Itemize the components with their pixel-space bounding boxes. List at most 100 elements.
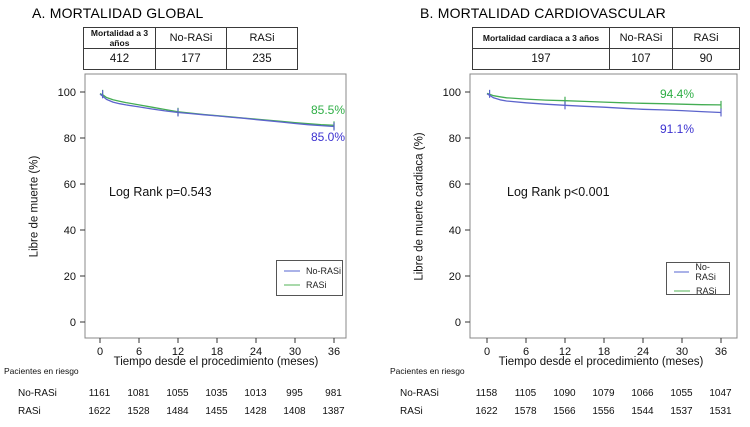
km-plot-b: 0 20 40 60 80 100 0 6 12 18 24 30 36 bbox=[443, 73, 738, 358]
risk-count: 1408 bbox=[283, 406, 306, 417]
svg-text:18: 18 bbox=[598, 346, 610, 358]
risk-count: 995 bbox=[286, 388, 303, 399]
risk-count: 1158 bbox=[475, 388, 498, 399]
risk-row-label-norasi-a: No-RASi bbox=[18, 388, 57, 399]
summary-value-rasi: 235 bbox=[226, 48, 298, 70]
legend-entry-norasi: No-RASi bbox=[674, 262, 729, 282]
end-label-norasi-a: 85.0% bbox=[310, 130, 345, 144]
svg-text:80: 80 bbox=[64, 133, 76, 145]
svg-text:60: 60 bbox=[449, 179, 461, 191]
panel-b-title: B. MORTALIDAD CARDIOVASCULAR bbox=[420, 5, 666, 21]
summary-value-total: 197 bbox=[472, 48, 610, 70]
risk-count: 1484 bbox=[166, 406, 189, 417]
panel-b: B. MORTALIDAD CARDIOVASCULAR Mortalidad … bbox=[375, 0, 750, 427]
risk-row-label-norasi-b: No-RASi bbox=[400, 388, 439, 399]
risk-caption-b: Pacientes en riesgo bbox=[390, 366, 465, 376]
legend-entry-rasi: RASi bbox=[284, 280, 342, 290]
risk-count: 1578 bbox=[514, 406, 537, 417]
svg-text:36: 36 bbox=[328, 346, 340, 358]
svg-text:6: 6 bbox=[136, 346, 142, 358]
risk-count: 1055 bbox=[166, 388, 189, 399]
legend-label-norasi: No-RASi bbox=[306, 266, 342, 276]
svg-text:36: 36 bbox=[715, 346, 727, 358]
svg-text:100: 100 bbox=[58, 87, 76, 99]
risk-count: 1537 bbox=[670, 406, 693, 417]
svg-text:12: 12 bbox=[172, 346, 184, 358]
risk-count: 981 bbox=[325, 388, 342, 399]
risk-row-values-rasi-a: 1622 1528 1484 1455 1428 1408 1387 bbox=[80, 406, 353, 417]
svg-text:0: 0 bbox=[455, 317, 461, 329]
risk-count: 1055 bbox=[670, 388, 693, 399]
log-rank-b: Log Rank p<0.001 bbox=[507, 185, 610, 199]
risk-count: 1161 bbox=[88, 388, 111, 399]
risk-count: 1081 bbox=[127, 388, 150, 399]
svg-text:60: 60 bbox=[64, 179, 76, 191]
end-label-rasi-b: 94.4% bbox=[660, 87, 695, 101]
end-label-norasi-b: 91.1% bbox=[660, 122, 695, 136]
risk-count: 1047 bbox=[709, 388, 732, 399]
risk-count: 1035 bbox=[205, 388, 228, 399]
svg-text:100: 100 bbox=[443, 87, 461, 99]
risk-count: 1622 bbox=[475, 406, 498, 417]
x-axis-label-a: Tiempo desde el procedimiento (meses) bbox=[113, 356, 319, 368]
summary-header-mortality: Mortalidad a 3 años bbox=[83, 27, 156, 49]
risk-row-values-rasi-b: 1622 1578 1566 1556 1544 1537 1531 bbox=[467, 406, 740, 417]
y-axis-label-a: Libre de muerte (%) bbox=[28, 155, 41, 258]
legend-line-norasi-icon bbox=[284, 270, 300, 272]
legend-b: No-RASi RASi bbox=[666, 262, 730, 296]
summary-header-mortality: Mortalidad cardiaca a 3 años bbox=[472, 27, 610, 49]
summary-value-rasi: 90 bbox=[672, 48, 740, 70]
summary-header-norasi: No-RASi bbox=[155, 27, 227, 49]
summary-table-b: Mortalidad cardiaca a 3 años No-RASi RAS… bbox=[472, 27, 740, 70]
svg-text:24: 24 bbox=[637, 346, 649, 358]
log-rank-a: Log Rank p=0.543 bbox=[109, 185, 212, 199]
summary-header-row: Mortalidad a 3 años No-RASi RASi bbox=[83, 27, 298, 49]
summary-value-row: 412 177 235 bbox=[83, 48, 298, 70]
risk-count: 1013 bbox=[244, 388, 267, 399]
legend-label-rasi: RASi bbox=[306, 280, 327, 290]
risk-count: 1090 bbox=[553, 388, 576, 399]
risk-count: 1528 bbox=[127, 406, 150, 417]
risk-count: 1387 bbox=[322, 406, 345, 417]
risk-count: 1556 bbox=[592, 406, 615, 417]
legend-label-norasi: No-RASi bbox=[695, 261, 716, 282]
km-plot-a: 0 20 40 60 80 100 0 6 12 18 24 30 36 bbox=[58, 73, 347, 358]
legend-entry-rasi: RASi bbox=[674, 286, 729, 296]
legend-line-rasi-icon bbox=[284, 284, 300, 286]
svg-text:6: 6 bbox=[523, 346, 529, 358]
svg-text:20: 20 bbox=[449, 271, 461, 283]
risk-count: 1428 bbox=[244, 406, 267, 417]
summary-value-row: 197 107 90 bbox=[472, 48, 740, 70]
risk-count: 1455 bbox=[205, 406, 228, 417]
panel-a: A. MORTALIDAD GLOBAL Mortalidad a 3 años… bbox=[4, 5, 353, 417]
summary-header-row: Mortalidad cardiaca a 3 años No-RASi RAS… bbox=[472, 27, 740, 49]
legend-line-rasi-icon bbox=[674, 289, 690, 292]
risk-count: 1066 bbox=[631, 388, 654, 399]
risk-count: 1622 bbox=[88, 406, 111, 417]
svg-text:40: 40 bbox=[64, 225, 76, 237]
svg-text:18: 18 bbox=[211, 346, 223, 358]
legend-a: No-RASi RASi bbox=[276, 260, 343, 296]
legend-entry-norasi: No-RASi bbox=[284, 266, 342, 276]
risk-count: 1079 bbox=[592, 388, 615, 399]
risk-row-values-norasi-a: 1161 1081 1055 1035 1013 995 981 bbox=[80, 388, 353, 399]
svg-text:0: 0 bbox=[70, 317, 76, 329]
summary-value-norasi: 177 bbox=[155, 48, 227, 70]
risk-caption-a: Pacientes en riesgo bbox=[4, 366, 79, 376]
svg-text:0: 0 bbox=[484, 346, 490, 358]
svg-text:0: 0 bbox=[97, 346, 103, 358]
legend-label-rasi: RASi bbox=[696, 285, 717, 296]
summary-value-total: 412 bbox=[83, 48, 156, 70]
risk-count: 1105 bbox=[514, 388, 537, 399]
summary-header-rasi: RASi bbox=[672, 27, 740, 49]
svg-text:40: 40 bbox=[449, 225, 461, 237]
legend-line-norasi-icon bbox=[674, 270, 690, 273]
risk-row-label-rasi-b: RASi bbox=[400, 406, 423, 417]
svg-text:30: 30 bbox=[676, 346, 688, 358]
risk-row-values-norasi-b: 1158 1105 1090 1079 1066 1055 1047 bbox=[467, 388, 740, 399]
risk-count: 1531 bbox=[709, 406, 732, 417]
risk-row-label-rasi-a: RASi bbox=[18, 406, 41, 417]
svg-text:30: 30 bbox=[289, 346, 301, 358]
panel-a-title: A. MORTALIDAD GLOBAL bbox=[32, 5, 204, 21]
